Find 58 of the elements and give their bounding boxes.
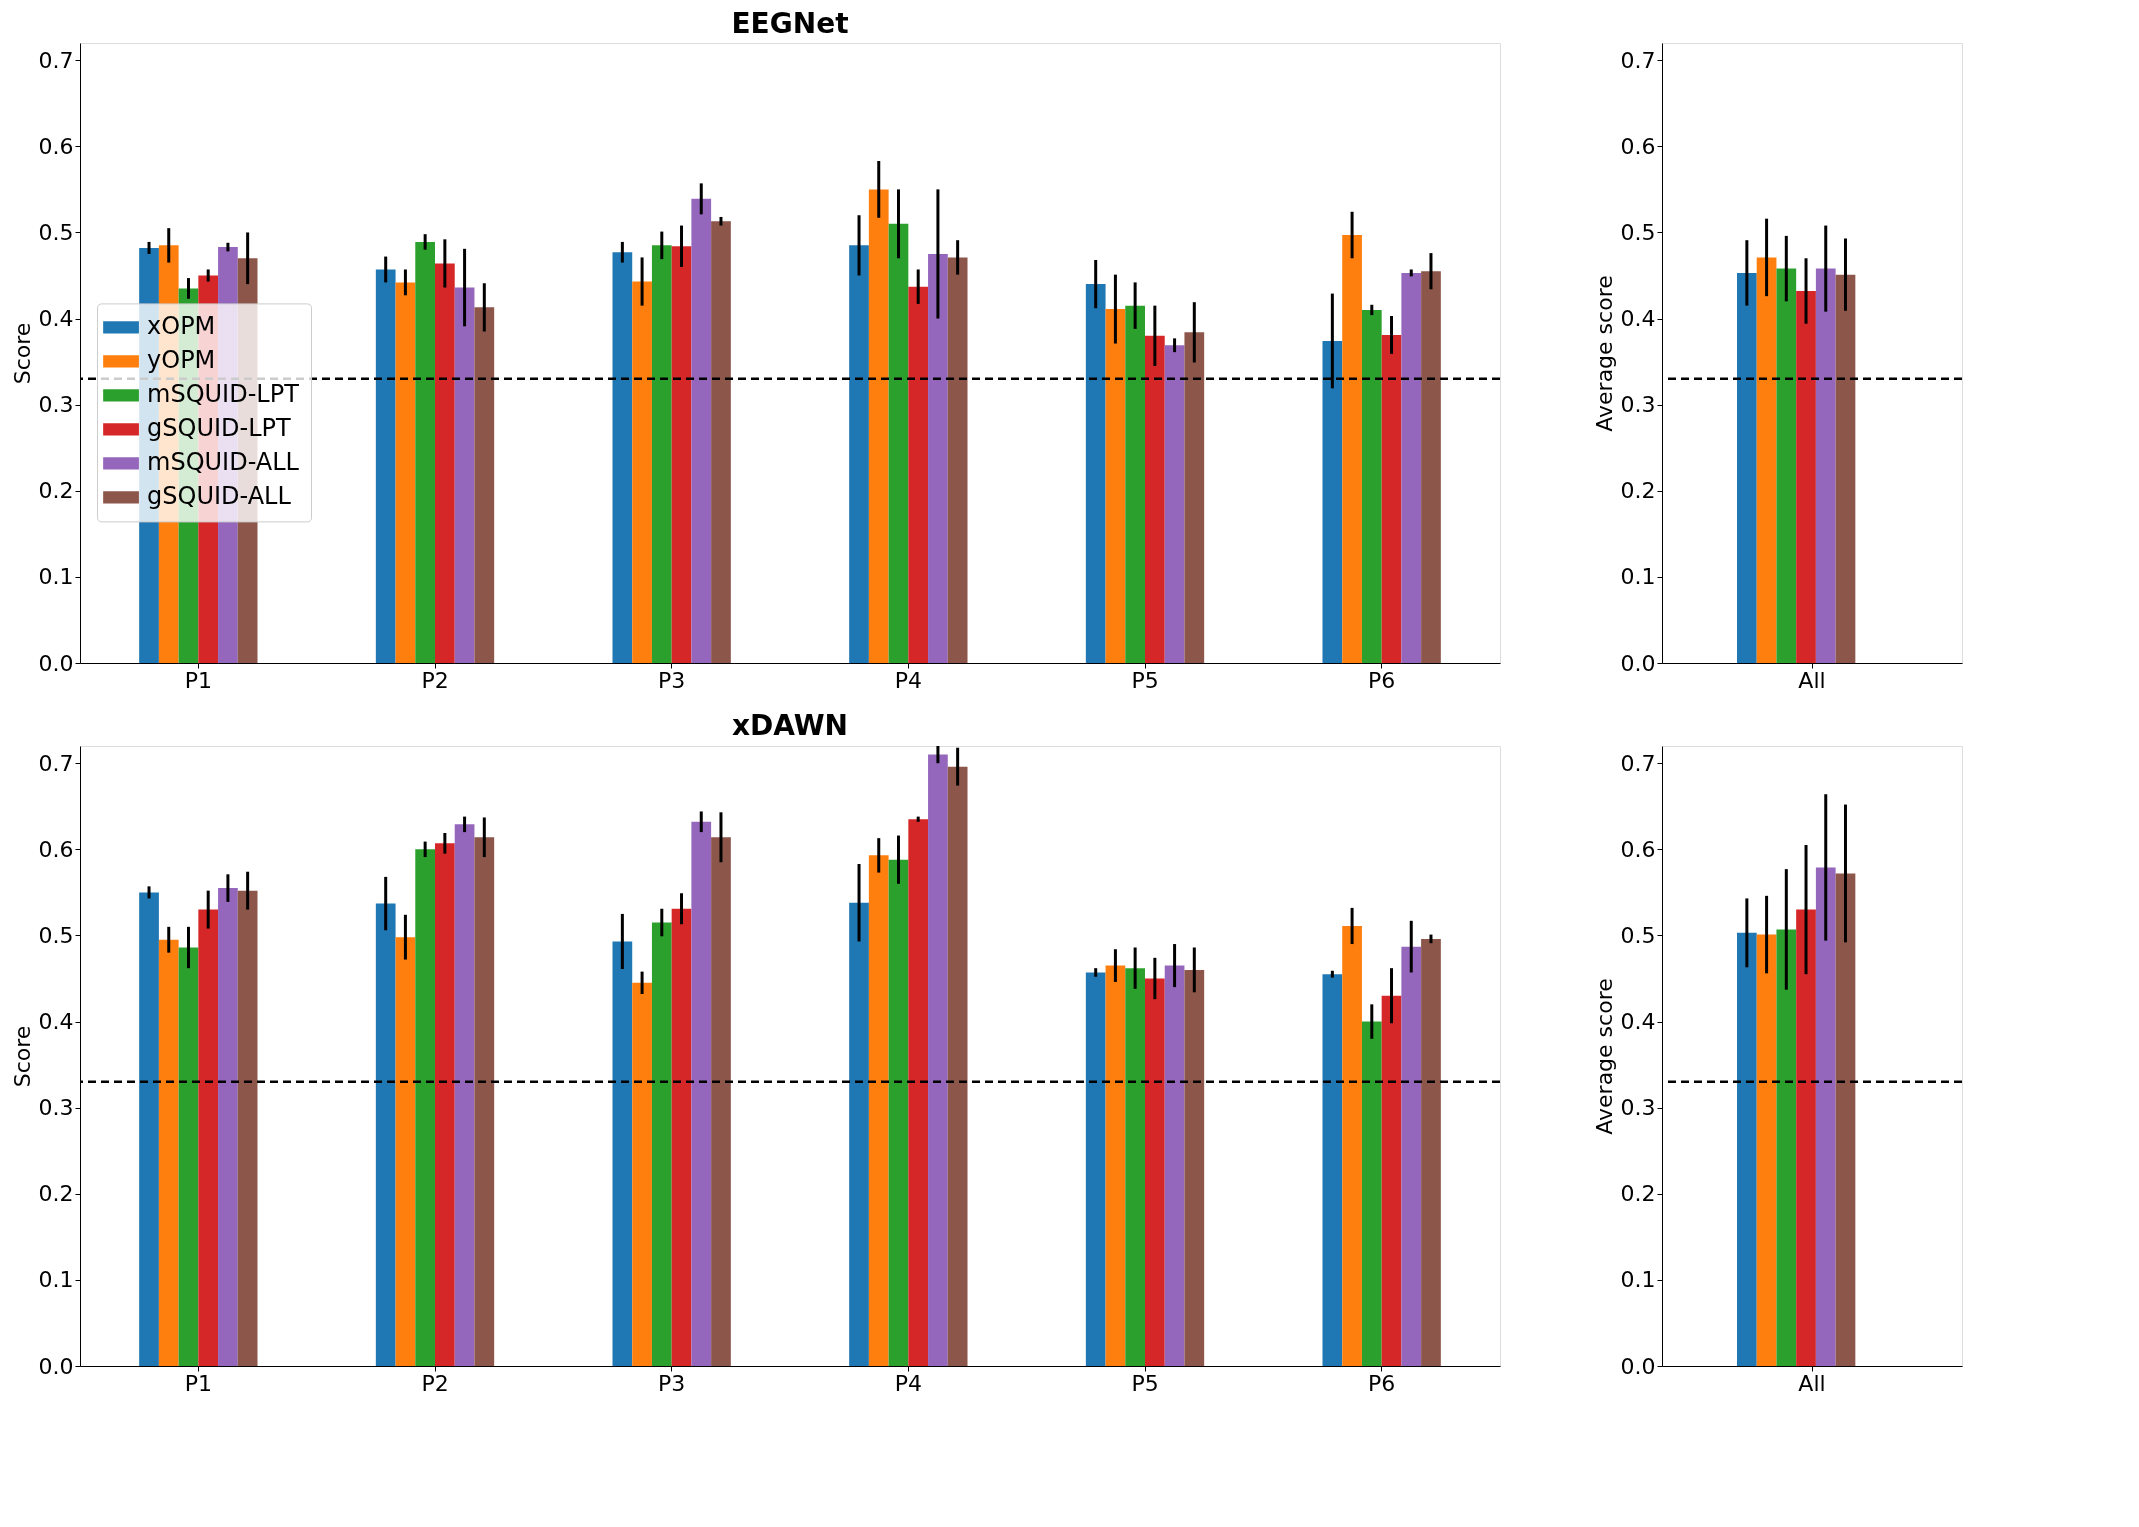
y-tick-label: 0.3: [1620, 392, 1656, 418]
y-tick-label: 0.5: [1620, 219, 1656, 245]
y-tick-label: 0.0: [38, 650, 74, 676]
legend-label: yOPM: [147, 346, 216, 375]
y-tick-label: 0.5: [38, 219, 74, 245]
legend-label: mSQUID-ALL: [147, 448, 300, 477]
x-tick-label: All: [1798, 1370, 1826, 1396]
x-tick-label: P3: [658, 667, 686, 693]
y-tick-label: 0.6: [38, 836, 74, 862]
y-tick-label: 0.7: [1620, 47, 1656, 73]
y-tick-label: 0.1: [1620, 1267, 1656, 1293]
y-axis-title: Average score: [1591, 978, 1617, 1135]
legend-label: gSQUID-LPT: [147, 414, 292, 443]
x-tick-label: P4: [894, 1370, 922, 1396]
y-tick-label: 0.6: [1620, 133, 1656, 159]
y-tick-label: 0.7: [1620, 750, 1656, 776]
x-tick-label: P3: [658, 1370, 686, 1396]
legend-label: mSQUID-LPT: [147, 380, 300, 409]
y-axis-title: Score: [9, 1025, 35, 1088]
legend-label: gSQUID-ALL: [147, 482, 292, 511]
y-axis-title: Average score: [1591, 275, 1617, 432]
y-tick-label: 0.3: [38, 1095, 74, 1121]
y-tick-label: 0.5: [38, 922, 74, 948]
legend-label: xOPM: [147, 312, 216, 341]
x-tick-label: P5: [1131, 667, 1159, 693]
y-tick-label: 0.3: [1620, 1095, 1656, 1121]
y-tick-label: 0.1: [38, 1267, 74, 1293]
y-tick-label: 0.6: [38, 133, 74, 159]
y-tick-label: 0.7: [38, 47, 74, 73]
x-tick-label: P1: [184, 667, 212, 693]
chart-title: EEGNet: [731, 7, 849, 40]
y-tick-label: 0.4: [1620, 306, 1656, 332]
y-tick-label: 0.1: [38, 564, 74, 590]
x-tick-label: P4: [894, 667, 922, 693]
y-tick-label: 0.0: [1620, 650, 1656, 676]
y-tick-label: 0.4: [38, 306, 74, 332]
y-tick-label: 0.2: [1620, 1181, 1656, 1207]
y-tick-label: 0.5: [1620, 922, 1656, 948]
y-tick-label: 0.0: [38, 1353, 74, 1379]
y-tick-label: 0.4: [1620, 1009, 1656, 1035]
x-tick-label: P2: [421, 1370, 449, 1396]
y-tick-label: 0.1: [1620, 564, 1656, 590]
chart-title: xDAWN: [731, 708, 849, 742]
x-tick-label: All: [1798, 667, 1826, 693]
y-axis-title: Score: [9, 322, 35, 385]
y-tick-label: 0.4: [38, 1009, 74, 1035]
x-tick-label: P6: [1368, 667, 1396, 693]
x-tick-label: P2: [421, 667, 449, 693]
y-tick-label: 0.3: [38, 392, 74, 418]
y-tick-label: 0.2: [38, 1181, 74, 1207]
y-tick-label: 0.0: [1620, 1353, 1656, 1379]
y-tick-label: 0.6: [1620, 836, 1656, 862]
y-tick-label: 0.7: [38, 750, 74, 776]
y-tick-label: 0.2: [1620, 478, 1656, 504]
x-tick-label: P5: [1131, 1370, 1159, 1396]
x-tick-label: P6: [1368, 1370, 1396, 1396]
y-tick-label: 0.2: [38, 478, 74, 504]
x-tick-label: P1: [184, 1370, 212, 1396]
